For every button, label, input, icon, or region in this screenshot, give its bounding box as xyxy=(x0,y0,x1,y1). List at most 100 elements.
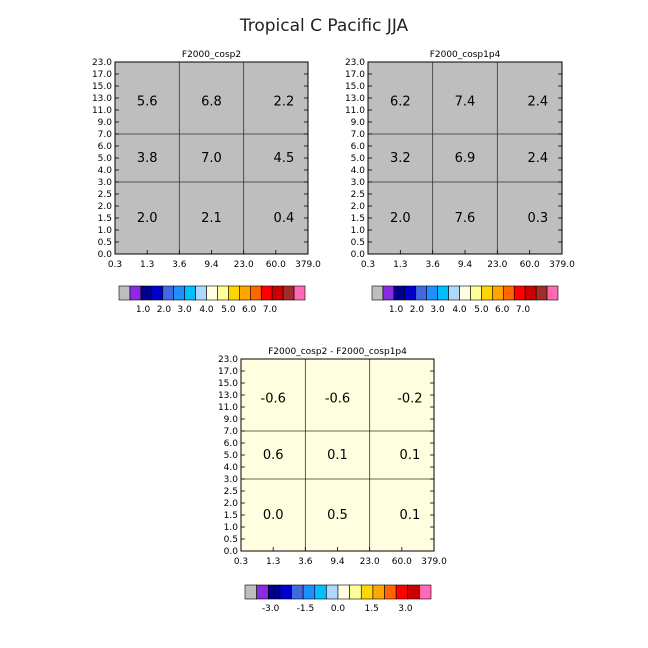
colorbar-swatch xyxy=(492,285,504,301)
y-tick-label: 0.5 xyxy=(98,238,112,248)
colorbar-swatch xyxy=(195,285,207,301)
region-value-label: 4.5 xyxy=(274,151,295,166)
region-value-label: 0.1 xyxy=(400,448,421,463)
colorbar-swatch xyxy=(140,285,153,301)
colorbar-swatch xyxy=(395,584,409,600)
colorbar: 1.0 2.0 3.0 4.0 5.0 6.0 7.0 xyxy=(371,285,559,315)
y-tick-label: 15.0 xyxy=(345,82,365,92)
colorbar-swatch xyxy=(244,584,257,600)
region-value-label: 2.2 xyxy=(274,95,295,110)
y-tick-label: 5.0 xyxy=(224,451,239,461)
x-tick-label: 0.3 xyxy=(361,260,375,270)
region-value-label: 0.0 xyxy=(263,508,284,523)
colorbar-swatch xyxy=(415,285,428,301)
figure-title: Tropical C Pacific JJA xyxy=(239,16,409,36)
colorbar-swatch xyxy=(256,584,269,600)
y-tick-label: 6.0 xyxy=(98,142,113,152)
y-tick-label: 17.0 xyxy=(218,367,238,377)
y-tick-label: 0.0 xyxy=(351,250,366,260)
heatmap-panel: 5.6 6.8 2.2 3.8 7.0 4.5 2.0 2.1 0.4 F2000_cosp2 0.… xyxy=(92,50,321,270)
colorbar-swatch xyxy=(349,584,362,600)
y-tick-label: 7.0 xyxy=(224,427,239,437)
y-tick-label: 1.0 xyxy=(224,523,239,533)
region-value-label: 0.4 xyxy=(274,211,295,226)
colorbar-swatch xyxy=(382,285,395,301)
y-tick-label: 1.0 xyxy=(98,226,113,236)
region-value-label: 2.0 xyxy=(137,211,158,226)
colorbar-swatch xyxy=(162,285,174,301)
x-tick-label: 379.0 xyxy=(295,260,321,270)
region-value-label: 3.2 xyxy=(390,151,411,166)
y-tick-label: 13.0 xyxy=(92,94,112,104)
heatmap-panels: 5.6 6.8 2.2 3.8 7.0 4.5 2.0 2.1 0.4 F2000_cosp2 0.… xyxy=(92,50,575,567)
colorbar-swatch xyxy=(206,285,218,301)
x-tick-label: 60.0 xyxy=(392,557,412,567)
colorbar: 1.0 2.0 3.0 4.0 5.0 6.0 7.0 xyxy=(118,285,306,315)
colorbar-swatch xyxy=(419,584,432,600)
y-tick-label: 3.0 xyxy=(224,475,239,485)
region-value-label: 2.1 xyxy=(201,211,222,226)
colorbar-swatch xyxy=(407,584,420,600)
y-tick-label: 23.0 xyxy=(218,355,238,365)
plot-background xyxy=(115,62,308,254)
colorbar-swatch xyxy=(535,285,548,301)
panel-title: F2000_cosp2 xyxy=(182,50,241,60)
colorbar-tick-label: 3.0 xyxy=(398,604,413,614)
colorbar-swatch xyxy=(513,285,526,301)
plot-background xyxy=(368,62,562,254)
y-tick-label: 0.0 xyxy=(224,547,239,557)
y-tick-label: 2.0 xyxy=(98,202,113,212)
region-value-label: 2.4 xyxy=(527,151,548,166)
x-tick-label: 379.0 xyxy=(549,260,575,270)
colorbar-tick-label: 7.0 xyxy=(516,305,531,315)
y-tick-label: 11.0 xyxy=(345,106,365,116)
y-tick-label: 2.5 xyxy=(224,487,238,497)
x-tick-label: 3.6 xyxy=(172,260,187,270)
colorbar-swatch xyxy=(404,285,417,301)
y-tick-label: 7.0 xyxy=(98,130,113,140)
colorbar-swatch xyxy=(481,285,493,301)
colorbar-swatch xyxy=(470,285,482,301)
colorbar-tick-label: 1.0 xyxy=(136,305,151,315)
colorbar-swatch xyxy=(372,584,385,600)
y-tick-label: 1.0 xyxy=(351,226,366,236)
region-value-label: 2.4 xyxy=(527,95,548,110)
colorbar-swatch xyxy=(282,285,295,301)
colorbar-swatch xyxy=(151,285,164,301)
x-tick-label: 23.0 xyxy=(487,260,507,270)
x-tick-label: 379.0 xyxy=(421,557,447,567)
x-tick-label: 23.0 xyxy=(360,557,380,567)
region-value-label: 2.0 xyxy=(390,211,411,226)
colorbar-swatch xyxy=(249,285,262,301)
x-tick-label: 60.0 xyxy=(520,260,540,270)
x-tick-label: 0.3 xyxy=(108,260,122,270)
colorbar-swatch xyxy=(384,584,397,600)
region-value-label: 0.6 xyxy=(263,448,284,463)
region-value-label: 0.5 xyxy=(327,508,348,523)
region-value-label: 5.6 xyxy=(137,95,158,110)
y-tick-label: 2.0 xyxy=(224,499,239,509)
colorbar-swatch xyxy=(184,285,196,301)
colorbar-swatch xyxy=(426,285,438,301)
x-tick-label: 9.4 xyxy=(204,260,219,270)
y-tick-label: 1.5 xyxy=(351,214,365,224)
heatmap-panel: -0.6 -0.6 -0.2 0.6 0.1 0.1 0.0 0.5 0.1 F2000_cosp… xyxy=(218,347,447,567)
colorbar-swatch xyxy=(267,584,281,600)
x-tick-label: 60.0 xyxy=(266,260,286,270)
colorbar-tick-label: 1.0 xyxy=(389,305,404,315)
region-value-label: 0.3 xyxy=(527,211,548,226)
y-tick-label: 9.0 xyxy=(351,118,366,128)
colorbar-swatch xyxy=(437,285,449,301)
y-tick-label: 1.5 xyxy=(98,214,112,224)
region-value-label: 6.2 xyxy=(390,95,411,110)
y-tick-label: 23.0 xyxy=(345,58,365,68)
x-tick-label: 1.3 xyxy=(140,260,154,270)
y-tick-label: 4.0 xyxy=(224,463,239,473)
y-tick-label: 9.0 xyxy=(224,415,239,425)
region-value-label: 7.0 xyxy=(201,151,222,166)
region-value-label: -0.6 xyxy=(325,392,350,407)
colorbar-swatch xyxy=(326,584,339,600)
region-value-label: 7.6 xyxy=(455,211,476,226)
x-tick-label: 9.4 xyxy=(330,557,345,567)
